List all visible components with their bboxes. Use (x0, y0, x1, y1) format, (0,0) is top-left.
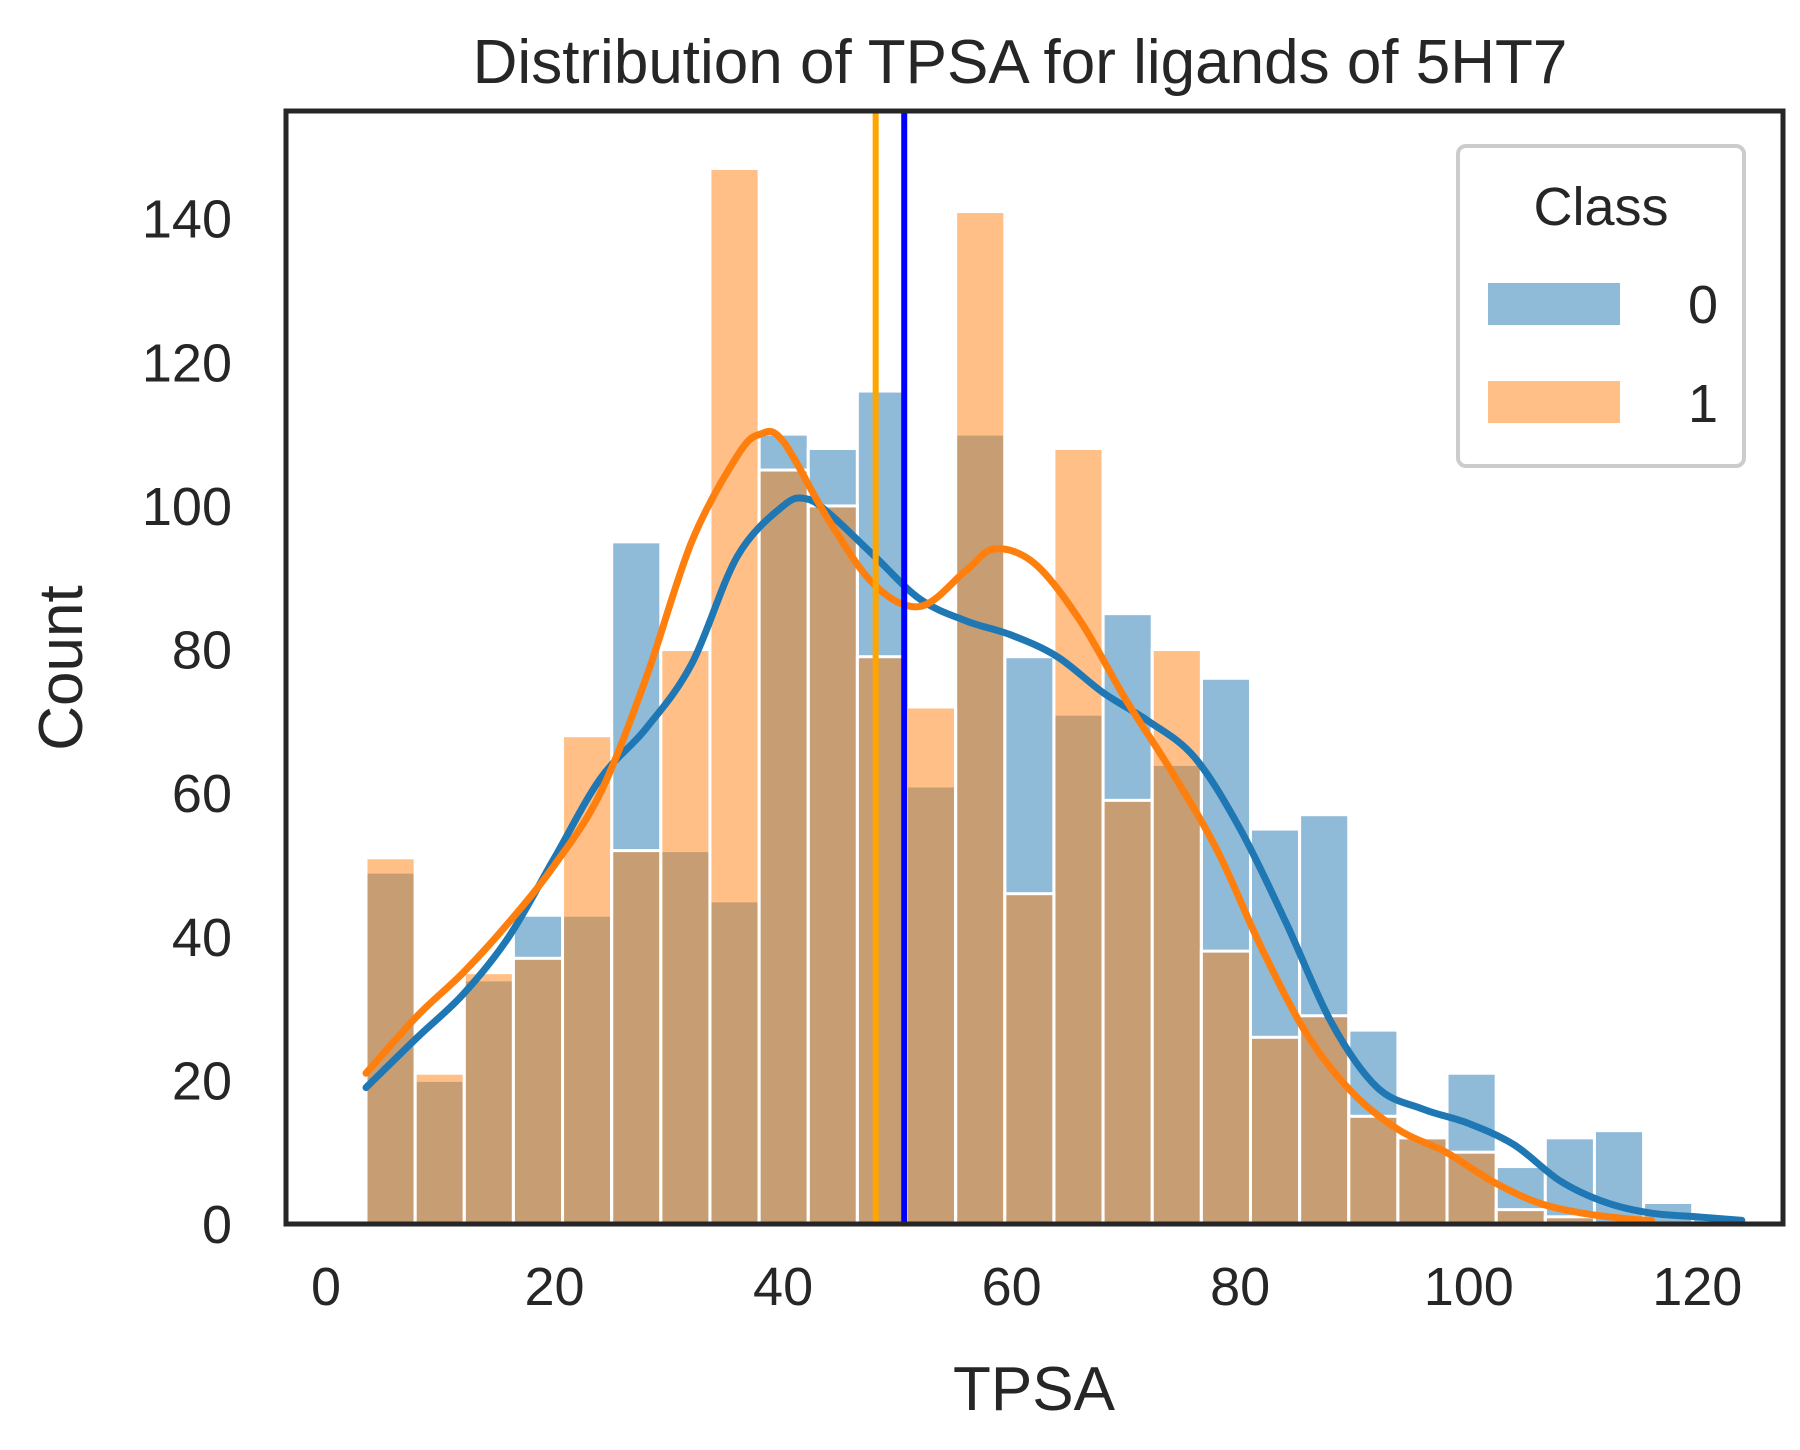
x-tick-label: 60 (982, 1257, 1042, 1317)
bar-class-1 (806, 504, 859, 1226)
y-tick-label: 20 (172, 1051, 232, 1111)
bar-class-1 (413, 1071, 466, 1226)
legend-swatch-class-1 (1488, 381, 1620, 423)
legend-label-class-1: 1 (1688, 374, 1718, 434)
bar-class-1 (1248, 1035, 1302, 1226)
bar-class-1 (855, 655, 909, 1226)
bar-class-1 (954, 210, 1007, 1226)
kde-curves (362, 427, 1746, 1224)
legend: Class 0 1 (1456, 144, 1746, 468)
x-tick-label: 20 (525, 1257, 585, 1317)
x-tick-label: 80 (1210, 1257, 1270, 1317)
bar-class-1 (1298, 1014, 1351, 1226)
bar-class-1 (1347, 1114, 1400, 1226)
chart-title: Distribution of TPSA for ligands of 5HT7 (473, 28, 1568, 97)
bar-class-1 (1052, 446, 1105, 1226)
bar-class-1 (1445, 1150, 1498, 1226)
x-axis-ticks: 0 20 40 60 80 100 120 (311, 1257, 1742, 1317)
bar-class-1 (1003, 892, 1056, 1226)
bar-class-1 (905, 705, 958, 1226)
bar-class-1 (659, 648, 712, 1226)
bar-class-1 (708, 166, 761, 1226)
mean-lines (872, 111, 908, 1224)
bar-class-1 (610, 849, 663, 1226)
bar-class-1 (1101, 798, 1154, 1226)
x-tick-label: 120 (1652, 1257, 1742, 1317)
y-tick-label: 40 (172, 908, 232, 968)
y-tick-label: 100 (142, 477, 232, 537)
y-axis-ticks: 0 20 40 60 80 100 120 140 (142, 190, 232, 1255)
bar-class-1 (462, 971, 515, 1226)
bar-class-1 (511, 956, 565, 1226)
plot-frame (283, 108, 1786, 1227)
bars-class-1 (364, 166, 1596, 1226)
y-axis-title: Count (27, 585, 96, 750)
y-tick-label: 120 (142, 333, 232, 393)
legend-title: Class (1533, 177, 1668, 237)
bar-class-1 (561, 734, 614, 1226)
kde-line-class-0 (362, 494, 1746, 1224)
bar-class-1 (1199, 949, 1252, 1226)
y-tick-label: 140 (142, 190, 232, 250)
x-tick-label: 100 (1424, 1257, 1514, 1317)
kde-line-class-1 (362, 427, 1656, 1224)
bar-class-1 (1150, 648, 1203, 1226)
x-tick-label: 0 (311, 1257, 341, 1317)
bar-class-1 (757, 468, 810, 1226)
y-tick-label: 0 (202, 1195, 232, 1255)
x-tick-label: 40 (753, 1257, 813, 1317)
legend-swatch-class-0 (1488, 283, 1620, 325)
y-tick-label: 60 (172, 764, 232, 824)
legend-label-class-0: 0 (1688, 275, 1718, 335)
x-axis-title: TPSA (953, 1355, 1116, 1424)
y-tick-label: 80 (172, 621, 232, 681)
